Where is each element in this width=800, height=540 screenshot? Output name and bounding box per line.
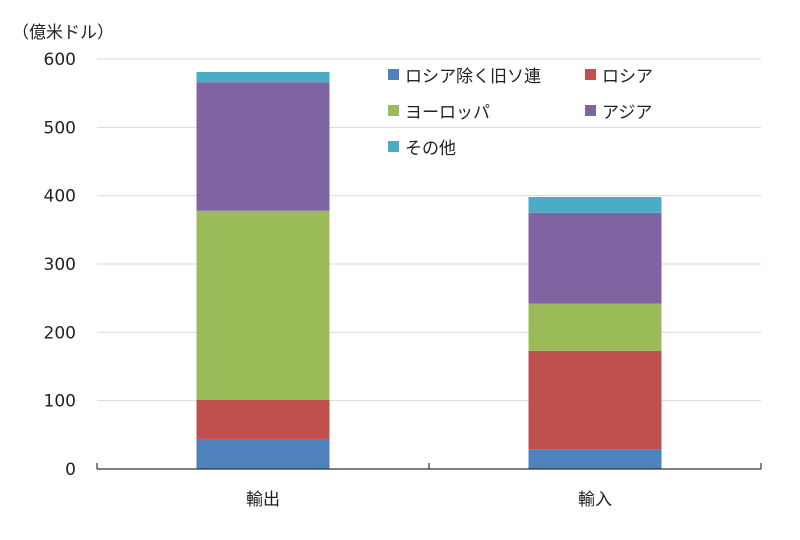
x-tick-label: 輸出: [246, 490, 280, 510]
legend-swatch: [388, 105, 399, 116]
y-tick-label: 0: [65, 460, 76, 480]
legend-swatch: [585, 69, 596, 80]
legend-label: ロシア: [602, 67, 653, 87]
y-tick-label: 200: [44, 323, 76, 343]
axes: [96, 463, 762, 470]
legend-swatch: [388, 69, 399, 80]
legend-swatch: [585, 105, 596, 116]
bar-segment: [196, 71, 330, 83]
x-tick-label: 輸入: [578, 490, 612, 510]
legend-item-asia: アジア: [585, 98, 652, 123]
legend-label: その他: [405, 139, 456, 159]
bar-segment: [196, 399, 330, 439]
legend-swatch: [388, 141, 399, 152]
legend-label: ロシア除く旧ソ連: [405, 67, 541, 87]
bar-segment: [528, 303, 662, 351]
legend-item-russia: ロシア: [585, 62, 653, 87]
bar-segment: [528, 197, 662, 213]
x-tick-labels: 輸出 輸入: [246, 490, 612, 510]
bar-segment: [196, 210, 330, 400]
legend-item-other: その他: [388, 134, 456, 159]
legend-label: ヨーロッパ: [405, 103, 490, 123]
legend-item-fsu-ex-russia: ロシア除く旧ソ連: [388, 62, 541, 87]
y-tick-label: 500: [44, 118, 76, 138]
y-axis-unit-label: （億米ドル）: [12, 23, 114, 43]
bar-segment: [528, 212, 662, 304]
bar-segment: [528, 350, 662, 450]
y-tick-label: 600: [44, 50, 76, 70]
legend-item-europe: ヨーロッパ: [388, 98, 490, 123]
bar-segment: [196, 438, 330, 469]
y-tick-label: 400: [44, 187, 76, 207]
bar-stacks: [196, 71, 662, 469]
y-tick-labels: 0 100 200 300 400 500 600: [44, 50, 76, 480]
bar-segment: [196, 82, 330, 211]
y-tick-label: 300: [44, 255, 76, 275]
y-tick-label: 100: [44, 392, 76, 412]
legend-label: アジア: [602, 103, 653, 123]
bar-segment: [528, 449, 662, 469]
